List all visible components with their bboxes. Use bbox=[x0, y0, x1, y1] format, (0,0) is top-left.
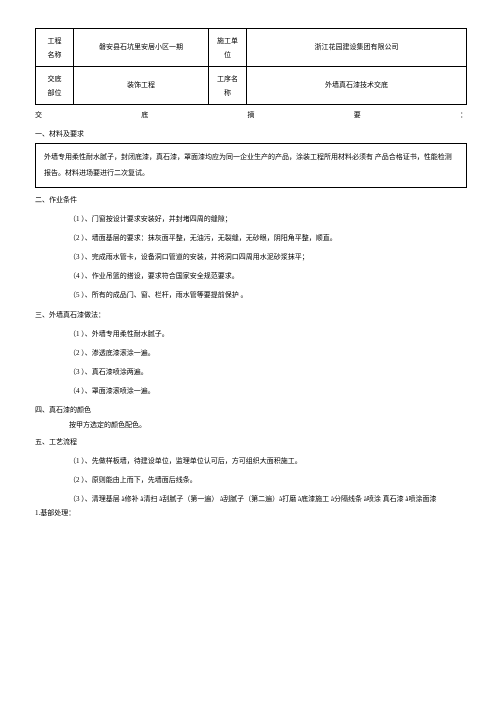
hdr-val-part: 装饰工程 bbox=[74, 67, 209, 105]
sec5-flow: （3 ）、清理基层 à修补 à清扫 à刮腻子（第一遍） à刮腻子（第二遍）à打磨… bbox=[69, 495, 467, 504]
sec1-box: 外墙专用柔性耐水腻子，封闭底漆，真石漆，罩面漆均应为同一企业生产的产品，涂装工程… bbox=[35, 143, 467, 188]
sec3-item: （1 ）、外墙专用柔性耐水腻子。 bbox=[69, 330, 467, 339]
hdr2-l1b: 部位 bbox=[36, 86, 73, 100]
hdr-l1b: 名称 bbox=[36, 48, 73, 62]
br-c1: 交 bbox=[35, 111, 42, 120]
br-c3: 摘 bbox=[248, 111, 255, 120]
sec2-item: （5 ）、所有的成品门、窗、栏杆，雨水管等要提前保护 。 bbox=[69, 291, 467, 300]
sec1-title: 一、材料及要求 bbox=[35, 130, 467, 139]
sec5-item: （2 ）、原则能由上而下，先墙面后线条。 bbox=[69, 476, 467, 485]
sec5-item: （1 ）、先做样板墙，待建设单位，监理单位认可后，方可组织大面积施工。 bbox=[69, 457, 467, 466]
hdr-l1a: 工程 bbox=[36, 34, 73, 48]
sec3-item: （2 ）、渗透底漆滚涂一遍。 bbox=[69, 349, 467, 358]
hdr-label-project: 工程 名称 bbox=[36, 29, 74, 67]
sec2-item: （1 ）、门窗按设计要求安装好，并封堵四周的缝隙； bbox=[69, 215, 467, 224]
sec5-title: 五、工艺流程 bbox=[35, 438, 467, 447]
br-c5: ： bbox=[460, 111, 467, 120]
sec4-title: 四、真石漆的颜色 bbox=[35, 406, 467, 415]
sec3-item: （3 ）、真石漆喷涂两遍。 bbox=[69, 368, 467, 377]
hdr2-l2b: 称 bbox=[209, 86, 246, 100]
hdr2-l1a: 交底 bbox=[36, 72, 73, 86]
hdr-val-project: 磐安县石坑里安居小区一期 bbox=[74, 29, 209, 67]
sec3-title: 三、外墙真石漆做法： bbox=[35, 311, 467, 320]
br-c4: 要 bbox=[354, 111, 361, 120]
sec5-footer: 1.基部处理： bbox=[35, 509, 467, 518]
hdr-label-proc: 工序名 称 bbox=[209, 67, 247, 105]
sec2-title: 二、作业条件 bbox=[35, 196, 467, 205]
sec2-item: （3 ）、完成雨水管卡，设备洞口管道的安装，并将洞口四周用水泥砂浆抹平； bbox=[69, 253, 467, 262]
sec4-para: 按甲方选定的颜色配色。 bbox=[69, 421, 467, 430]
hdr-val-proc: 外墙真石漆技术交底 bbox=[247, 67, 467, 105]
sec3-item: （4 ）、罩面漆滚喷涂一遍。 bbox=[69, 387, 467, 396]
hdr-val-unit: 浙江花园建设集团有限公司 bbox=[247, 29, 467, 67]
sec2-list: （1 ）、门窗按设计要求安装好，并封堵四周的缝隙； （2 ）、墙面基层的要求：抹… bbox=[69, 215, 467, 300]
hdr-l2a: 施工单 bbox=[209, 34, 246, 48]
header-table: 工程 名称 磐安县石坑里安居小区一期 施工单 位 浙江花园建设集团有限公司 交底… bbox=[35, 28, 467, 105]
summary-row: 交 底 摘 要 ： bbox=[35, 111, 467, 120]
hdr2-l2a: 工序名 bbox=[209, 72, 246, 86]
sec3-list: （1 ）、外墙专用柔性耐水腻子。 （2 ）、渗透底漆滚涂一遍。 （3 ）、真石漆… bbox=[69, 330, 467, 396]
sec2-item: （4 ）、作业吊篮的搭设，要求符合国家安全规范要求。 bbox=[69, 272, 467, 281]
sec2-item: （2 ）、墙面基层的要求：抹灰面平整，无油污，无裂缝，无砂眼，阴阳角平整，顺直。 bbox=[69, 234, 467, 243]
hdr-l2b: 位 bbox=[209, 48, 246, 62]
sec5-list: （1 ）、先做样板墙，待建设单位，监理单位认可后，方可组织大面积施工。 （2 ）… bbox=[69, 457, 467, 485]
hdr-label-unit: 施工单 位 bbox=[209, 29, 247, 67]
br-c2: 底 bbox=[141, 111, 148, 120]
hdr-label-part: 交底 部位 bbox=[36, 67, 74, 105]
